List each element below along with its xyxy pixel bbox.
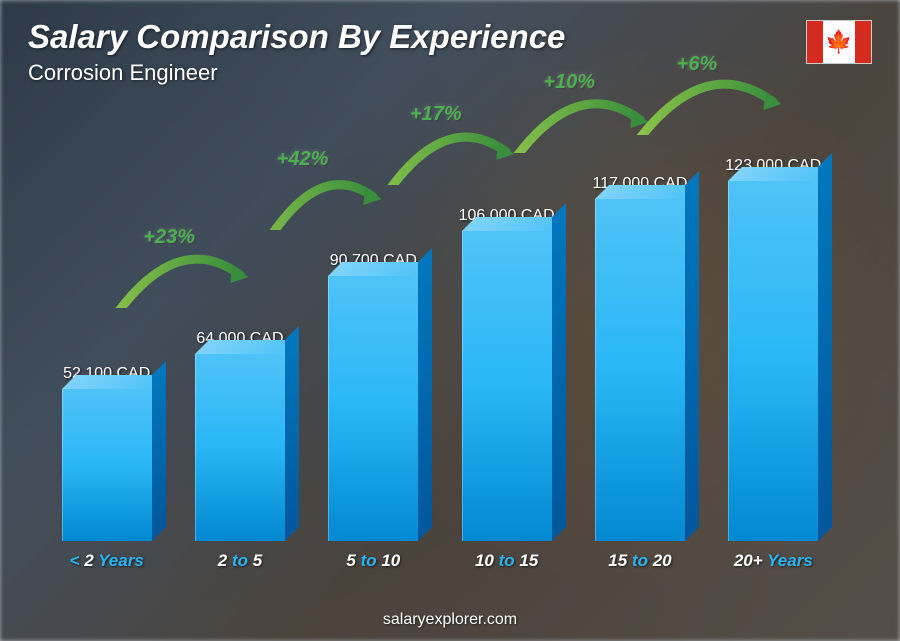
bar-top-face: [595, 185, 699, 199]
bar-chart: 52,100 CAD64,000 CAD90,700 CAD106,000 CA…: [40, 120, 840, 571]
bar-side-face: [818, 153, 832, 541]
x-axis-label: 2 to 5: [173, 551, 306, 571]
bar-side-face: [285, 326, 299, 541]
flag-canada: 🍁: [806, 20, 872, 64]
x-axis-label: 10 to 15: [440, 551, 573, 571]
bar: [328, 276, 418, 541]
bar-side-face: [552, 203, 566, 541]
bar-group: 117,000 CAD: [573, 175, 706, 541]
bar-front-face: [595, 199, 685, 541]
x-axis-labels: < 2 Years2 to 55 to 1010 to 1515 to 2020…: [40, 551, 840, 571]
bar-front-face: [62, 389, 152, 541]
bar: [595, 199, 685, 541]
bar-top-face: [62, 375, 166, 389]
bar-front-face: [462, 231, 552, 541]
bar: [62, 389, 152, 541]
flag-band-right: [855, 21, 871, 63]
bar-group: 52,100 CAD: [40, 365, 173, 541]
bar: [728, 181, 818, 541]
bar-side-face: [418, 248, 432, 541]
increase-arrow-icon: [630, 45, 803, 135]
increase-arrow-icon: [97, 218, 270, 308]
chart-subtitle: Corrosion Engineer: [28, 60, 218, 86]
chart-title: Salary Comparison By Experience: [28, 18, 565, 56]
bar-group: 64,000 CAD: [173, 330, 306, 541]
flag-band-left: [807, 21, 823, 63]
bar-top-face: [328, 262, 432, 276]
container: Salary Comparison By Experience Corrosio…: [0, 0, 900, 641]
bar-side-face: [685, 171, 699, 541]
bar: [462, 231, 552, 541]
bar-group: 90,700 CAD: [307, 252, 440, 541]
footer-credit: salaryexplorer.com: [0, 611, 900, 629]
bar-top-face: [728, 167, 832, 181]
x-axis-label: < 2 Years: [40, 551, 173, 571]
x-axis-label: 15 to 20: [573, 551, 706, 571]
flag-leaf-icon: 🍁: [823, 21, 855, 63]
bar-top-face: [462, 217, 566, 231]
bar-top-face: [195, 340, 299, 354]
x-axis-label: 5 to 10: [307, 551, 440, 571]
bar-group: 123,000 CAD: [707, 157, 840, 541]
x-axis-label: 20+ Years: [707, 551, 840, 571]
bar-front-face: [728, 181, 818, 541]
bar-group: 106,000 CAD: [440, 207, 573, 541]
bar-front-face: [195, 354, 285, 541]
bar-side-face: [152, 361, 166, 541]
bar: [195, 354, 285, 541]
bar-front-face: [328, 276, 418, 541]
